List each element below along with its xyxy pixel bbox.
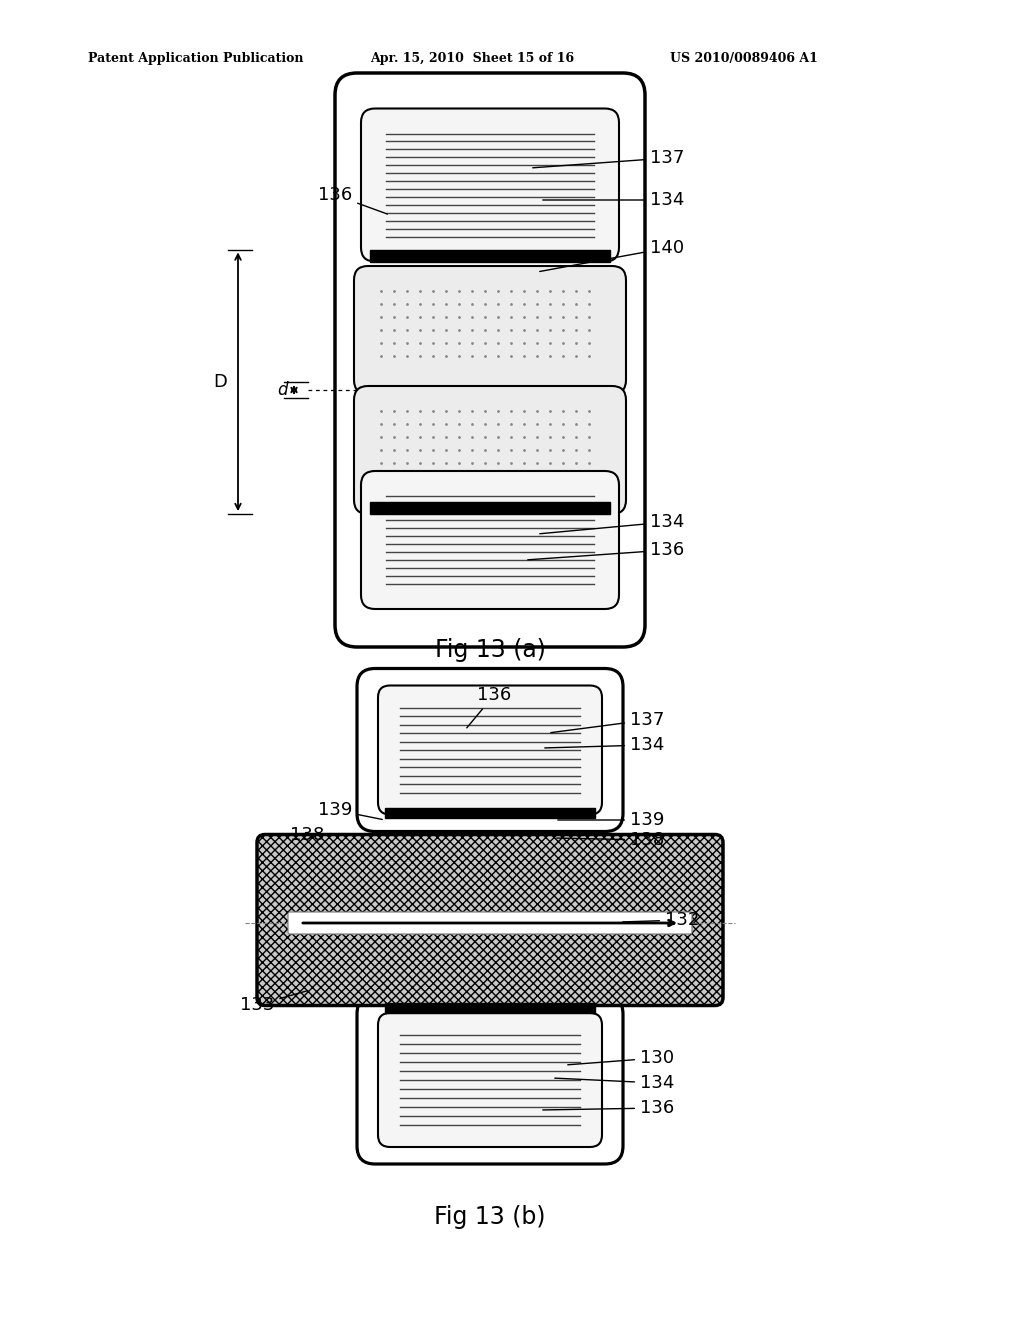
Text: 134: 134 [540,513,684,533]
FancyBboxPatch shape [288,912,692,935]
Text: 139: 139 [558,810,665,829]
FancyBboxPatch shape [361,471,618,609]
Text: 130: 130 [567,1049,674,1067]
Text: 140: 140 [540,239,684,272]
Text: 136: 136 [467,686,511,727]
Text: 133: 133 [240,991,307,1014]
Text: 134: 134 [543,191,684,209]
Text: D: D [213,372,227,391]
Text: d: d [276,381,288,399]
Text: 132: 132 [623,911,699,929]
Text: 136: 136 [318,186,387,214]
Text: 137: 137 [551,711,665,733]
FancyBboxPatch shape [335,73,645,647]
Text: 139: 139 [318,801,382,820]
Text: 137: 137 [532,149,684,168]
FancyBboxPatch shape [357,668,623,832]
Text: Fig 13 (b): Fig 13 (b) [434,1205,546,1229]
Bar [370,249,610,261]
Text: Apr. 15, 2010  Sheet 15 of 16: Apr. 15, 2010 Sheet 15 of 16 [370,51,574,65]
Text: 134: 134 [555,1074,675,1092]
Text: US 2010/0089406 A1: US 2010/0089406 A1 [670,51,818,65]
Text: 138: 138 [557,832,665,849]
FancyBboxPatch shape [257,834,723,1006]
FancyBboxPatch shape [354,267,626,393]
FancyBboxPatch shape [354,385,626,513]
Text: 136: 136 [527,541,684,560]
Bar [385,808,595,817]
FancyBboxPatch shape [378,1012,602,1147]
FancyBboxPatch shape [357,997,623,1164]
FancyBboxPatch shape [378,685,602,814]
Bar [385,1002,595,1012]
Bar [370,502,610,513]
FancyBboxPatch shape [361,108,618,261]
Text: Fig 13 (a): Fig 13 (a) [434,638,546,663]
Text: 134: 134 [545,737,665,754]
Text: 136: 136 [543,1100,674,1117]
Text: 138: 138 [290,826,357,843]
Text: Patent Application Publication: Patent Application Publication [88,51,303,65]
